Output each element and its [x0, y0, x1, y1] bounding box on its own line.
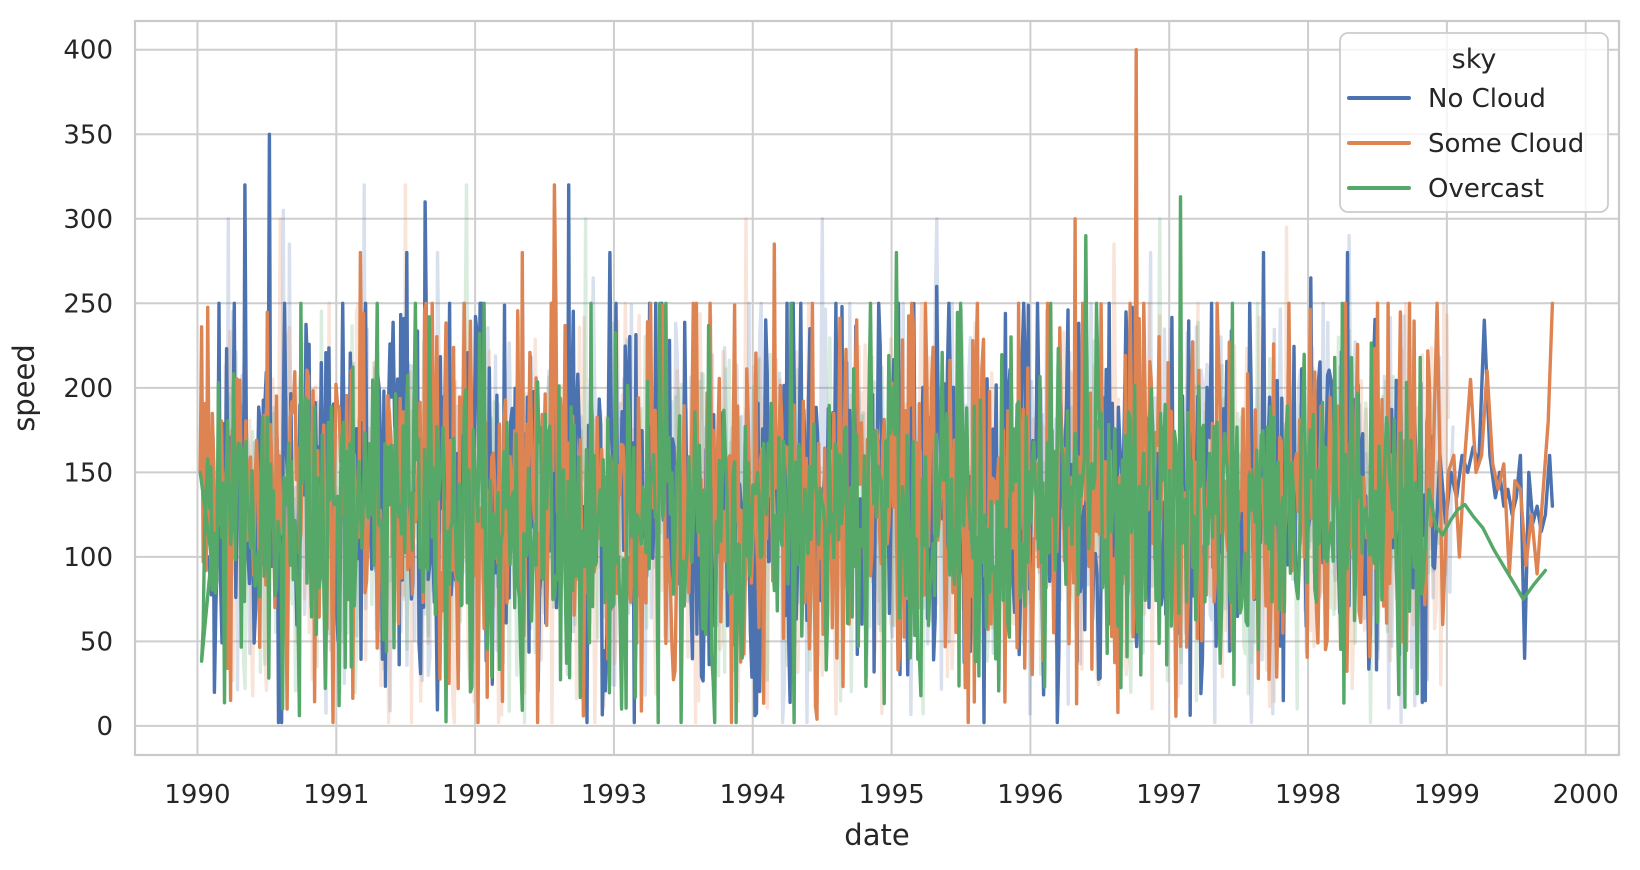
y-tick-label: 150	[63, 458, 113, 488]
x-tick-label: 1999	[1414, 780, 1480, 810]
x-tick-label: 1994	[720, 780, 786, 810]
legend-label-overcast: Overcast	[1428, 174, 1544, 204]
y-tick-label: 350	[63, 120, 113, 150]
x-tick-label: 1995	[858, 780, 924, 810]
x-tick-label: 1996	[997, 780, 1063, 810]
x-tick-label: 1997	[1136, 780, 1202, 810]
x-tick-label: 1993	[581, 780, 647, 810]
x-tick-label: 1991	[303, 780, 369, 810]
x-tick-label: 2000	[1553, 780, 1619, 810]
series-line-overcast	[198, 195, 1548, 725]
y-tick-label: 0	[96, 712, 113, 742]
legend: sky No Cloud Some Cloud Overcast	[1339, 32, 1609, 213]
y-tick-label: 200	[63, 374, 113, 404]
x-tick-label: 1990	[164, 780, 230, 810]
y-tick-label: 50	[80, 627, 113, 657]
legend-box	[1339, 32, 1609, 213]
y-tick-label: 250	[63, 289, 113, 319]
series-lines	[198, 48, 1555, 725]
legend-label-no-cloud: No Cloud	[1428, 84, 1546, 114]
y-axis-label: speed	[7, 344, 41, 432]
legend-label-some-cloud: Some Cloud	[1428, 129, 1584, 159]
legend-title: sky	[1452, 44, 1497, 75]
x-tick-label: 1998	[1275, 780, 1341, 810]
y-tick-label: 400	[63, 36, 113, 66]
y-tick-label: 300	[63, 205, 113, 235]
y-tick-label: 100	[63, 543, 113, 573]
tick-labels: 1990 1991 1992 1993 1994 1995 1996 1997 1998 1999…	[63, 36, 1618, 810]
x-tick-label: 1992	[442, 780, 508, 810]
x-axis-label: date	[844, 818, 909, 852]
plot-border	[133, 19, 1621, 757]
